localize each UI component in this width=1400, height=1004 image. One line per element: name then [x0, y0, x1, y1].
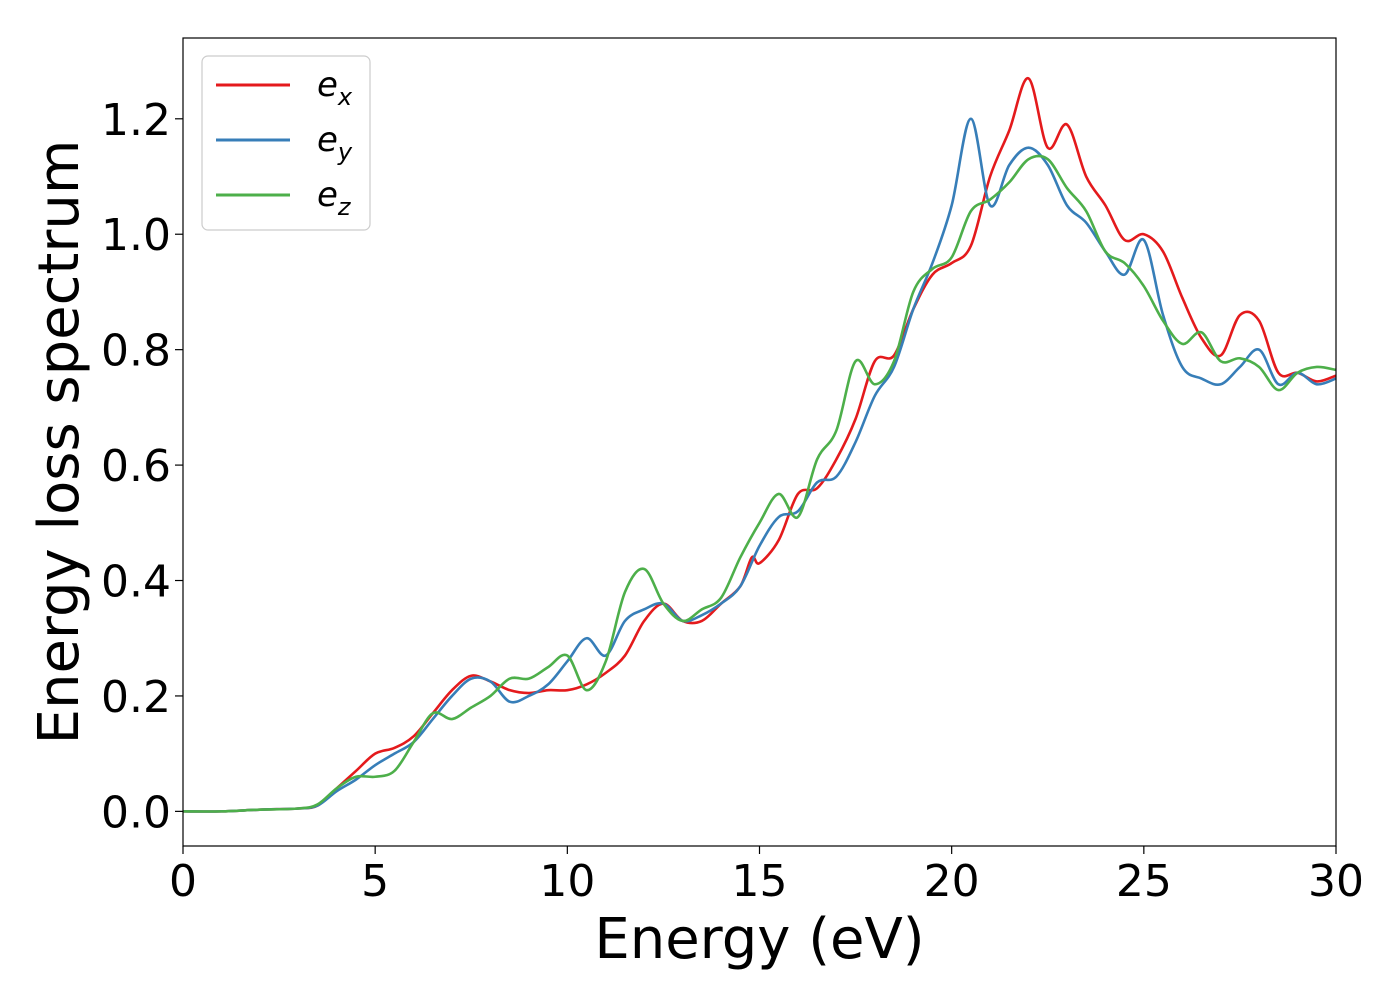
legend-item-e-z: ez	[216, 175, 352, 221]
x-tick-label: 10	[539, 856, 595, 907]
x-tick-label: 30	[1308, 856, 1364, 907]
x-axis-ticks: 0 5 10 15 20 25 30	[169, 846, 1364, 907]
legend-subscript: y	[337, 138, 353, 166]
y-tick-label: 0.8	[101, 326, 171, 377]
legend-subscript: x	[337, 83, 353, 111]
series-line-e-z	[183, 154, 1336, 813]
legend-label: ez	[317, 175, 352, 221]
y-tick-label: 1.2	[101, 95, 171, 146]
legend-box	[201, 55, 371, 231]
y-tick-label: 0.0	[101, 787, 171, 838]
x-tick-label: 25	[1116, 856, 1172, 907]
y-tick-label: 1.0	[101, 210, 171, 261]
series-line-e-y	[183, 117, 1336, 813]
x-axis-title: Energy (eV)	[594, 907, 924, 972]
y-tick-label: 0.6	[101, 441, 171, 492]
y-tick-label: 0.2	[101, 672, 171, 723]
y-tick-label: 0.4	[101, 557, 171, 608]
y-axis-ticks: 0.0 0.2 0.4 0.6 0.8 1.0 1.2	[101, 95, 183, 838]
x-tick-label: 0	[169, 856, 197, 907]
x-tick-label: 5	[361, 856, 389, 907]
legend-subscript: z	[337, 193, 352, 221]
series-layer	[183, 77, 1336, 813]
y-axis-title: Energy loss spectrum	[27, 140, 92, 745]
x-tick-label: 20	[924, 856, 980, 907]
x-tick-label: 15	[732, 856, 788, 907]
